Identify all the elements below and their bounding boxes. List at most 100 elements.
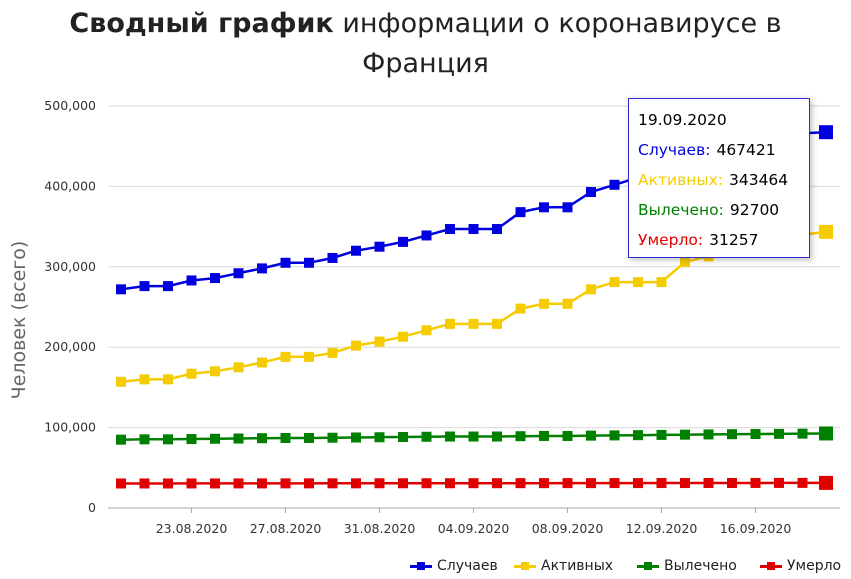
data-point [586,187,596,198]
data-point [280,432,291,443]
data-point [586,430,596,441]
tooltip-value: 343464 [728,171,789,189]
y-tick-label: 300,000 [44,259,96,274]
data-point [304,351,314,362]
data-point [257,433,267,444]
legend-swatch [514,562,536,570]
data-point [586,284,596,295]
legend-swatch [410,562,432,570]
data-point [633,478,643,489]
data-point [186,434,197,445]
data-point [210,478,220,489]
data-point [656,478,667,489]
data-point [327,252,338,263]
legend-item-recovered[interactable]: Вылечено [637,558,737,574]
data-point [819,475,833,490]
tooltip-label: Активных: [638,171,723,189]
data-point [139,478,150,489]
data-point [492,224,502,235]
data-point [116,284,126,295]
x-tick-label: 04.09.2020 [438,521,510,536]
data-point [304,257,314,268]
data-point [539,430,549,441]
data-point [680,256,690,267]
data-point [163,434,173,445]
data-point [374,336,385,347]
data-point [656,429,667,440]
data-point [492,431,502,442]
legend-swatch [760,562,782,570]
legend-label: Случаев [437,558,498,574]
data-point [421,325,432,336]
data-point [468,224,479,235]
data-point [421,431,432,442]
tooltip-label: Случаев: [638,141,711,159]
data-point [609,179,620,190]
data-point [163,281,173,292]
data-point [797,477,808,488]
data-point [703,477,714,488]
data-point [421,478,432,489]
data-point [186,478,197,489]
data-point [515,207,526,218]
data-point [351,432,361,443]
data-point [139,434,150,445]
x-tick-label: 27.08.2020 [250,521,322,536]
data-point [727,429,737,440]
data-point [750,429,761,440]
data-point [374,241,385,252]
data-point [327,478,338,489]
legend-swatch [637,562,659,570]
data-point [539,478,549,489]
data-point [819,125,833,140]
data-point [727,477,737,488]
data-point [257,357,267,368]
tooltip-row-recovered: Вылечено: 92700 [638,201,779,219]
chart-title-bold: Сводный график [69,8,334,39]
data-point [304,432,314,443]
data-point [163,478,173,489]
data-point [680,478,690,489]
data-point [562,202,573,213]
chart-title: Сводный график информации о коронавирусе… [0,4,851,84]
legend-label: Активных [541,558,614,574]
data-point [186,368,197,379]
x-tick-label: 16.09.2020 [720,521,792,536]
data-point [116,376,126,387]
legend-label: Вылечено [664,558,737,574]
data-point [680,429,690,440]
tooltip-label: Умерло: [638,231,704,249]
data-point [468,318,479,329]
legend-item-active[interactable]: Активных [514,558,613,574]
tooltip-row-active: Активных: 343464 [638,171,788,189]
data-point [351,340,361,351]
data-point [304,478,314,489]
data-point [774,477,784,488]
x-tick-label: 31.08.2020 [344,521,416,536]
tooltip-row-deaths: Умерло: 31257 [638,231,758,249]
y-tick-label: 400,000 [44,178,96,193]
data-point [703,429,714,440]
data-point [421,230,432,241]
data-point [492,318,502,329]
data-point [233,268,244,279]
chart-tooltip: 19.09.2020 Случаев: 467421 Активных: 34346… [628,98,810,258]
data-point [233,433,244,444]
y-tick-label: 200,000 [44,339,96,354]
x-tick-label: 08.09.2020 [532,521,604,536]
y-axis-label: Человек (всего) [8,241,30,400]
data-point [210,273,220,284]
data-point [492,478,502,489]
data-point [351,478,361,489]
data-point [398,236,408,247]
data-point [515,478,526,489]
legend-item-cases[interactable]: Случаев [410,558,498,574]
legend-item-deaths[interactable]: Умерло [760,558,841,574]
x-tick-label: 23.08.2020 [156,521,228,536]
tooltip-label: Вылечено: [638,201,724,219]
data-point [116,478,126,489]
data-point [468,431,479,442]
tooltip-value: 92700 [729,201,780,219]
data-point [374,478,385,489]
